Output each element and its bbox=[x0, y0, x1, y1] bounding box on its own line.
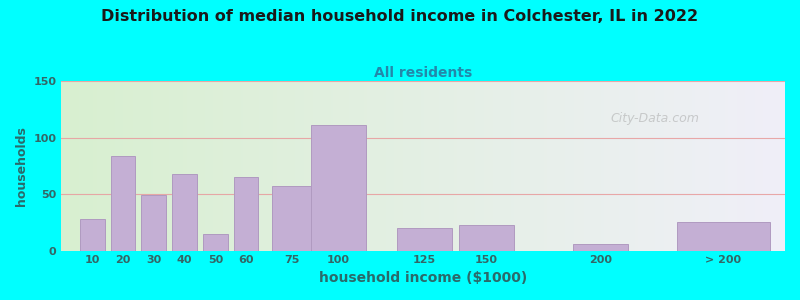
Bar bbox=[573, 244, 628, 250]
Y-axis label: households: households bbox=[15, 126, 28, 206]
Text: City-Data.com: City-Data.com bbox=[610, 112, 699, 125]
Bar bbox=[458, 225, 514, 250]
Bar bbox=[172, 174, 197, 250]
Bar bbox=[80, 219, 105, 250]
Bar bbox=[234, 177, 258, 250]
Bar bbox=[110, 156, 135, 250]
Bar bbox=[397, 228, 453, 250]
X-axis label: household income ($1000): household income ($1000) bbox=[319, 271, 527, 285]
Bar bbox=[678, 222, 770, 250]
Bar bbox=[203, 234, 228, 250]
Bar bbox=[142, 195, 166, 250]
Bar bbox=[311, 125, 366, 250]
Bar bbox=[272, 186, 312, 250]
Title: All residents: All residents bbox=[374, 66, 472, 80]
Text: Distribution of median household income in Colchester, IL in 2022: Distribution of median household income … bbox=[102, 9, 698, 24]
